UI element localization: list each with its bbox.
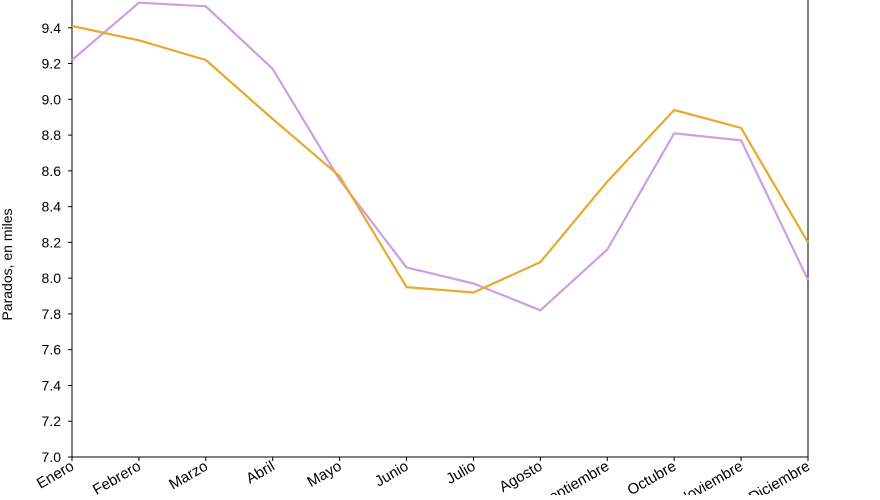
y-tick-label: 7.4 — [42, 377, 62, 393]
y-tick-label: 9.2 — [42, 56, 62, 72]
plot-area — [72, 0, 808, 457]
x-tick-label: Mayo — [304, 458, 344, 491]
y-tick-label: 7.8 — [42, 306, 62, 322]
x-tick-label: Febrero — [90, 458, 144, 495]
y-tick-label: 7.2 — [42, 413, 62, 429]
y-tick-label: 9.0 — [42, 91, 62, 107]
y-axis-ticks: 7.07.27.47.67.88.08.28.48.68.89.09.29.49… — [42, 0, 72, 465]
x-tick-label: Julio — [443, 458, 478, 488]
x-tick-label: Marzo — [166, 458, 211, 494]
x-tick-label: Junio — [372, 458, 412, 491]
y-tick-label: 8.8 — [42, 127, 62, 143]
x-tick-label: Agosto — [496, 458, 545, 495]
y-tick-label: 8.4 — [42, 199, 62, 215]
y-tick-label: 8.0 — [42, 270, 62, 286]
x-tick-label: Noviembre — [675, 458, 746, 495]
y-tick-label: 9.4 — [42, 20, 62, 36]
plot-frame — [72, 0, 808, 457]
x-tick-label: Octubre — [624, 458, 679, 495]
y-tick-label: 7.6 — [42, 342, 62, 358]
x-tick-label: Abril — [243, 458, 277, 488]
y-tick-label: 8.2 — [42, 234, 62, 250]
x-tick-label: Diciembre — [746, 458, 813, 495]
x-tick-label: Septiembre — [537, 458, 612, 495]
y-axis-title: Parados, en miles — [0, 208, 15, 320]
y-tick-label: 8.6 — [42, 163, 62, 179]
